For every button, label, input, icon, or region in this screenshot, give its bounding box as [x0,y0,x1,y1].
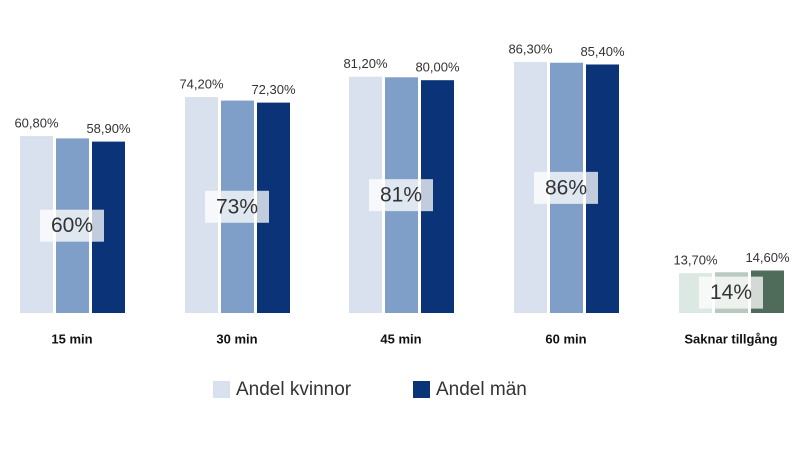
total-label-box [534,171,598,204]
value-label: 80,00% [415,60,460,75]
value-label: 72,30% [251,82,296,97]
x-tick-label: Saknar tillgång [684,331,777,346]
total-label: 86% [545,176,587,199]
total-label: 81% [380,184,422,207]
x-tick-label: 60 min [545,331,586,346]
value-label: 14,60% [745,250,790,265]
legend-swatch [213,381,230,398]
total-label-box [699,276,763,309]
value-label: 60,80% [14,116,59,131]
total-label-box [40,209,104,242]
value-label: 58,90% [86,121,131,136]
value-label: 86,30% [508,41,553,56]
legend-label: Andel kvinnor [236,379,352,400]
total-label-box [369,179,433,212]
x-tick-label: 15 min [51,331,92,346]
x-tick-label: 30 min [216,331,257,346]
value-label: 85,40% [580,44,625,59]
value-label: 13,70% [673,253,718,268]
total-label: 14% [710,281,752,304]
total-label-box [205,190,269,223]
total-label: 73% [216,195,258,218]
legend-label: Andel män [436,379,527,400]
x-tick-label: 45 min [380,331,421,346]
legend-swatch [413,381,430,398]
value-label: 74,20% [179,77,224,92]
value-label: 81,20% [343,56,388,71]
total-label: 60% [51,214,93,237]
